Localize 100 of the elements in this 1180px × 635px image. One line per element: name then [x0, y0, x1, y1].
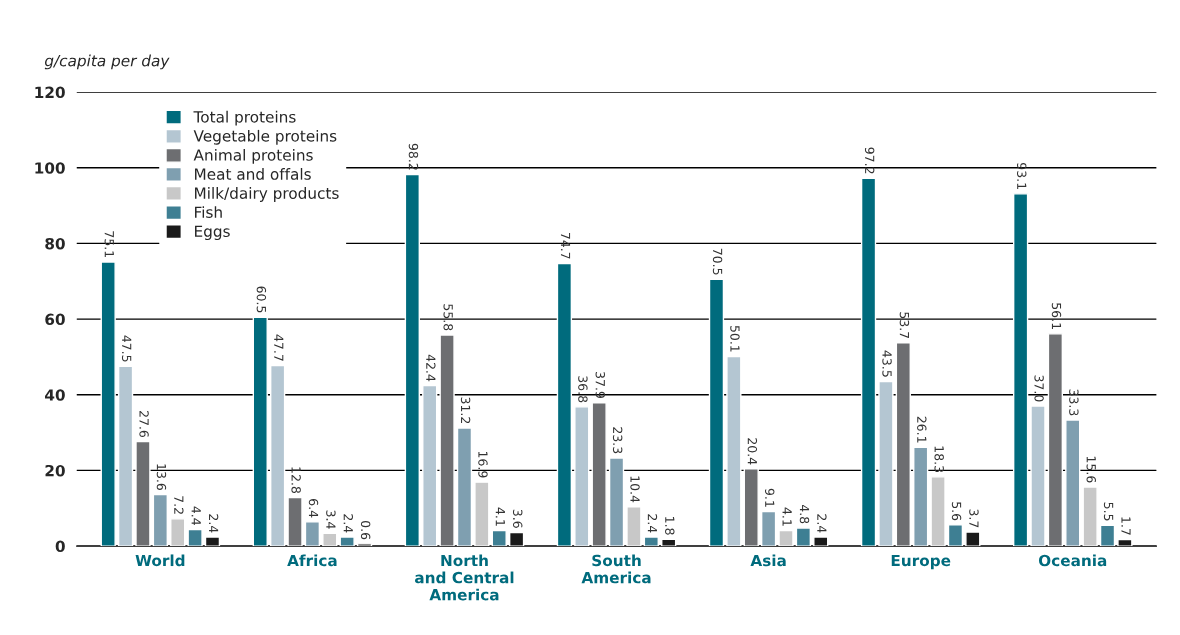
data-label: 93.1	[1017, 163, 1027, 189]
bar	[795, 527, 812, 547]
bar	[574, 406, 590, 547]
bar	[1030, 405, 1046, 547]
data-label: 4.4	[191, 506, 201, 525]
data-label: 3.7	[969, 509, 979, 528]
data-label: 1.7	[1121, 517, 1131, 535]
data-label: 5.5	[1103, 502, 1114, 521]
legend-label: Vegetable proteins	[193, 129, 337, 145]
data-label: 31.2	[460, 397, 471, 424]
bar	[1099, 524, 1116, 547]
bar	[304, 521, 321, 547]
bar	[187, 528, 203, 547]
bar	[356, 543, 373, 547]
bar	[643, 536, 659, 547]
bar	[726, 355, 742, 547]
data-label: 3.4	[326, 510, 336, 529]
data-label: 20.4	[747, 438, 758, 465]
bar	[591, 402, 607, 547]
bar	[270, 364, 286, 547]
data-label: 5.6	[951, 502, 962, 521]
data-label: 18.3	[934, 446, 944, 473]
bar	[947, 524, 964, 547]
data-label: 2.4	[817, 514, 827, 533]
data-label: 4.8	[799, 504, 810, 524]
bar	[661, 538, 677, 547]
y-tick-label: 0	[55, 540, 65, 553]
bar	[860, 177, 877, 547]
data-label: 33.3	[1069, 389, 1079, 416]
y-tick-label: 80	[45, 237, 65, 250]
bar	[204, 536, 221, 547]
bar	[626, 506, 642, 547]
y-axis-title: g/capita per day	[44, 54, 170, 70]
y-tick-label: 120	[35, 86, 65, 99]
data-label: 50.1	[730, 325, 740, 352]
bar	[556, 262, 573, 547]
x-tick-label: Oceania	[1038, 554, 1107, 567]
bar	[339, 536, 355, 547]
bar	[1082, 486, 1098, 547]
bar	[878, 380, 894, 547]
data-label: 97.2	[864, 147, 875, 174]
data-label: 2.4	[647, 514, 658, 533]
data-label: 37.0	[1034, 375, 1044, 402]
data-label: 12.8	[291, 467, 301, 494]
data-label: 27.6	[139, 410, 149, 438]
data-label: 47.7	[274, 334, 284, 361]
data-label: 60.5	[256, 286, 267, 313]
data-label: 2.4	[343, 514, 353, 533]
bar	[170, 518, 186, 547]
data-label: 16.9	[478, 451, 488, 478]
data-label: 75.1	[104, 231, 114, 258]
bar	[1117, 538, 1133, 547]
x-tick-label: North and Central America	[415, 554, 514, 601]
data-label: 47.5	[121, 335, 132, 362]
bar	[813, 536, 829, 547]
data-label: 23.3	[612, 427, 623, 454]
data-label: 1.8	[665, 517, 675, 535]
data-label: 55.8	[443, 304, 453, 331]
bar	[508, 531, 525, 547]
legend-label: Total proteins	[193, 110, 296, 126]
bar	[1012, 193, 1029, 547]
bar	[930, 476, 946, 547]
x-tick-label: World	[135, 554, 185, 567]
bar	[117, 365, 134, 547]
data-label: 15.6	[1086, 456, 1096, 483]
bar	[322, 532, 338, 547]
data-label: 56.1	[1051, 303, 1062, 329]
data-label: 13.6	[156, 464, 167, 491]
bar	[760, 510, 777, 547]
data-label: 37.9	[595, 372, 605, 399]
bar	[152, 493, 168, 547]
data-label: 42.4	[426, 354, 436, 382]
data-label: 0.6	[360, 520, 371, 540]
x-tick-label: Europe	[891, 554, 951, 570]
bar	[708, 278, 725, 547]
data-label: 4.1	[495, 507, 505, 526]
data-label: 7.2	[174, 496, 184, 514]
legend-label: Milk/dairy products	[195, 187, 339, 202]
data-label: 43.5	[882, 350, 892, 377]
x-tick-label: Africa	[287, 554, 337, 567]
bar	[135, 440, 151, 547]
data-label: 53.7	[899, 312, 910, 339]
data-label: 26.1	[917, 416, 927, 443]
data-label: 70.5	[712, 248, 723, 275]
data-label: 10.4	[630, 476, 640, 503]
bar	[456, 427, 473, 547]
data-label: 2.4	[209, 514, 219, 533]
bar	[474, 481, 490, 547]
bar	[913, 446, 929, 547]
bar	[287, 496, 303, 547]
y-tick-label: 60	[45, 313, 65, 326]
bar	[252, 316, 268, 547]
bar	[895, 342, 911, 547]
data-label: 74.7	[560, 232, 571, 259]
legend-label: Eggs	[195, 225, 230, 241]
bar	[491, 529, 507, 547]
bar	[1047, 333, 1064, 547]
bar	[1065, 419, 1081, 547]
x-tick-label: Asia	[750, 554, 786, 567]
bar	[422, 384, 438, 547]
